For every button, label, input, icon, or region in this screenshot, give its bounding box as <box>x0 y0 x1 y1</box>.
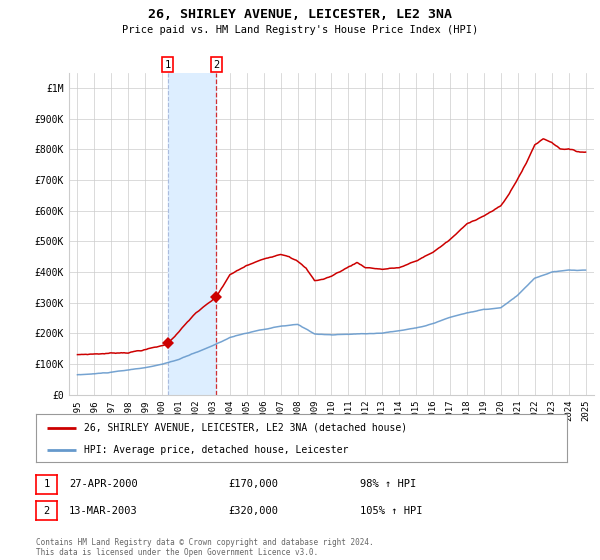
Text: 26, SHIRLEY AVENUE, LEICESTER, LE2 3NA: 26, SHIRLEY AVENUE, LEICESTER, LE2 3NA <box>148 8 452 21</box>
Text: £320,000: £320,000 <box>228 506 278 516</box>
Text: 2: 2 <box>43 506 50 516</box>
Text: 98% ↑ HPI: 98% ↑ HPI <box>360 479 416 489</box>
Text: £170,000: £170,000 <box>228 479 278 489</box>
Text: HPI: Average price, detached house, Leicester: HPI: Average price, detached house, Leic… <box>84 445 348 455</box>
Text: 1: 1 <box>164 59 170 69</box>
Text: Price paid vs. HM Land Registry's House Price Index (HPI): Price paid vs. HM Land Registry's House … <box>122 25 478 35</box>
Text: Contains HM Land Registry data © Crown copyright and database right 2024.
This d: Contains HM Land Registry data © Crown c… <box>36 538 374 557</box>
Bar <box>167 73 217 395</box>
Text: 2: 2 <box>213 59 220 69</box>
Text: 27-APR-2000: 27-APR-2000 <box>69 479 138 489</box>
Text: 13-MAR-2003: 13-MAR-2003 <box>69 506 138 516</box>
Text: 105% ↑ HPI: 105% ↑ HPI <box>360 506 422 516</box>
Text: 26, SHIRLEY AVENUE, LEICESTER, LE2 3NA (detached house): 26, SHIRLEY AVENUE, LEICESTER, LE2 3NA (… <box>84 423 407 433</box>
Text: 1: 1 <box>43 479 50 489</box>
